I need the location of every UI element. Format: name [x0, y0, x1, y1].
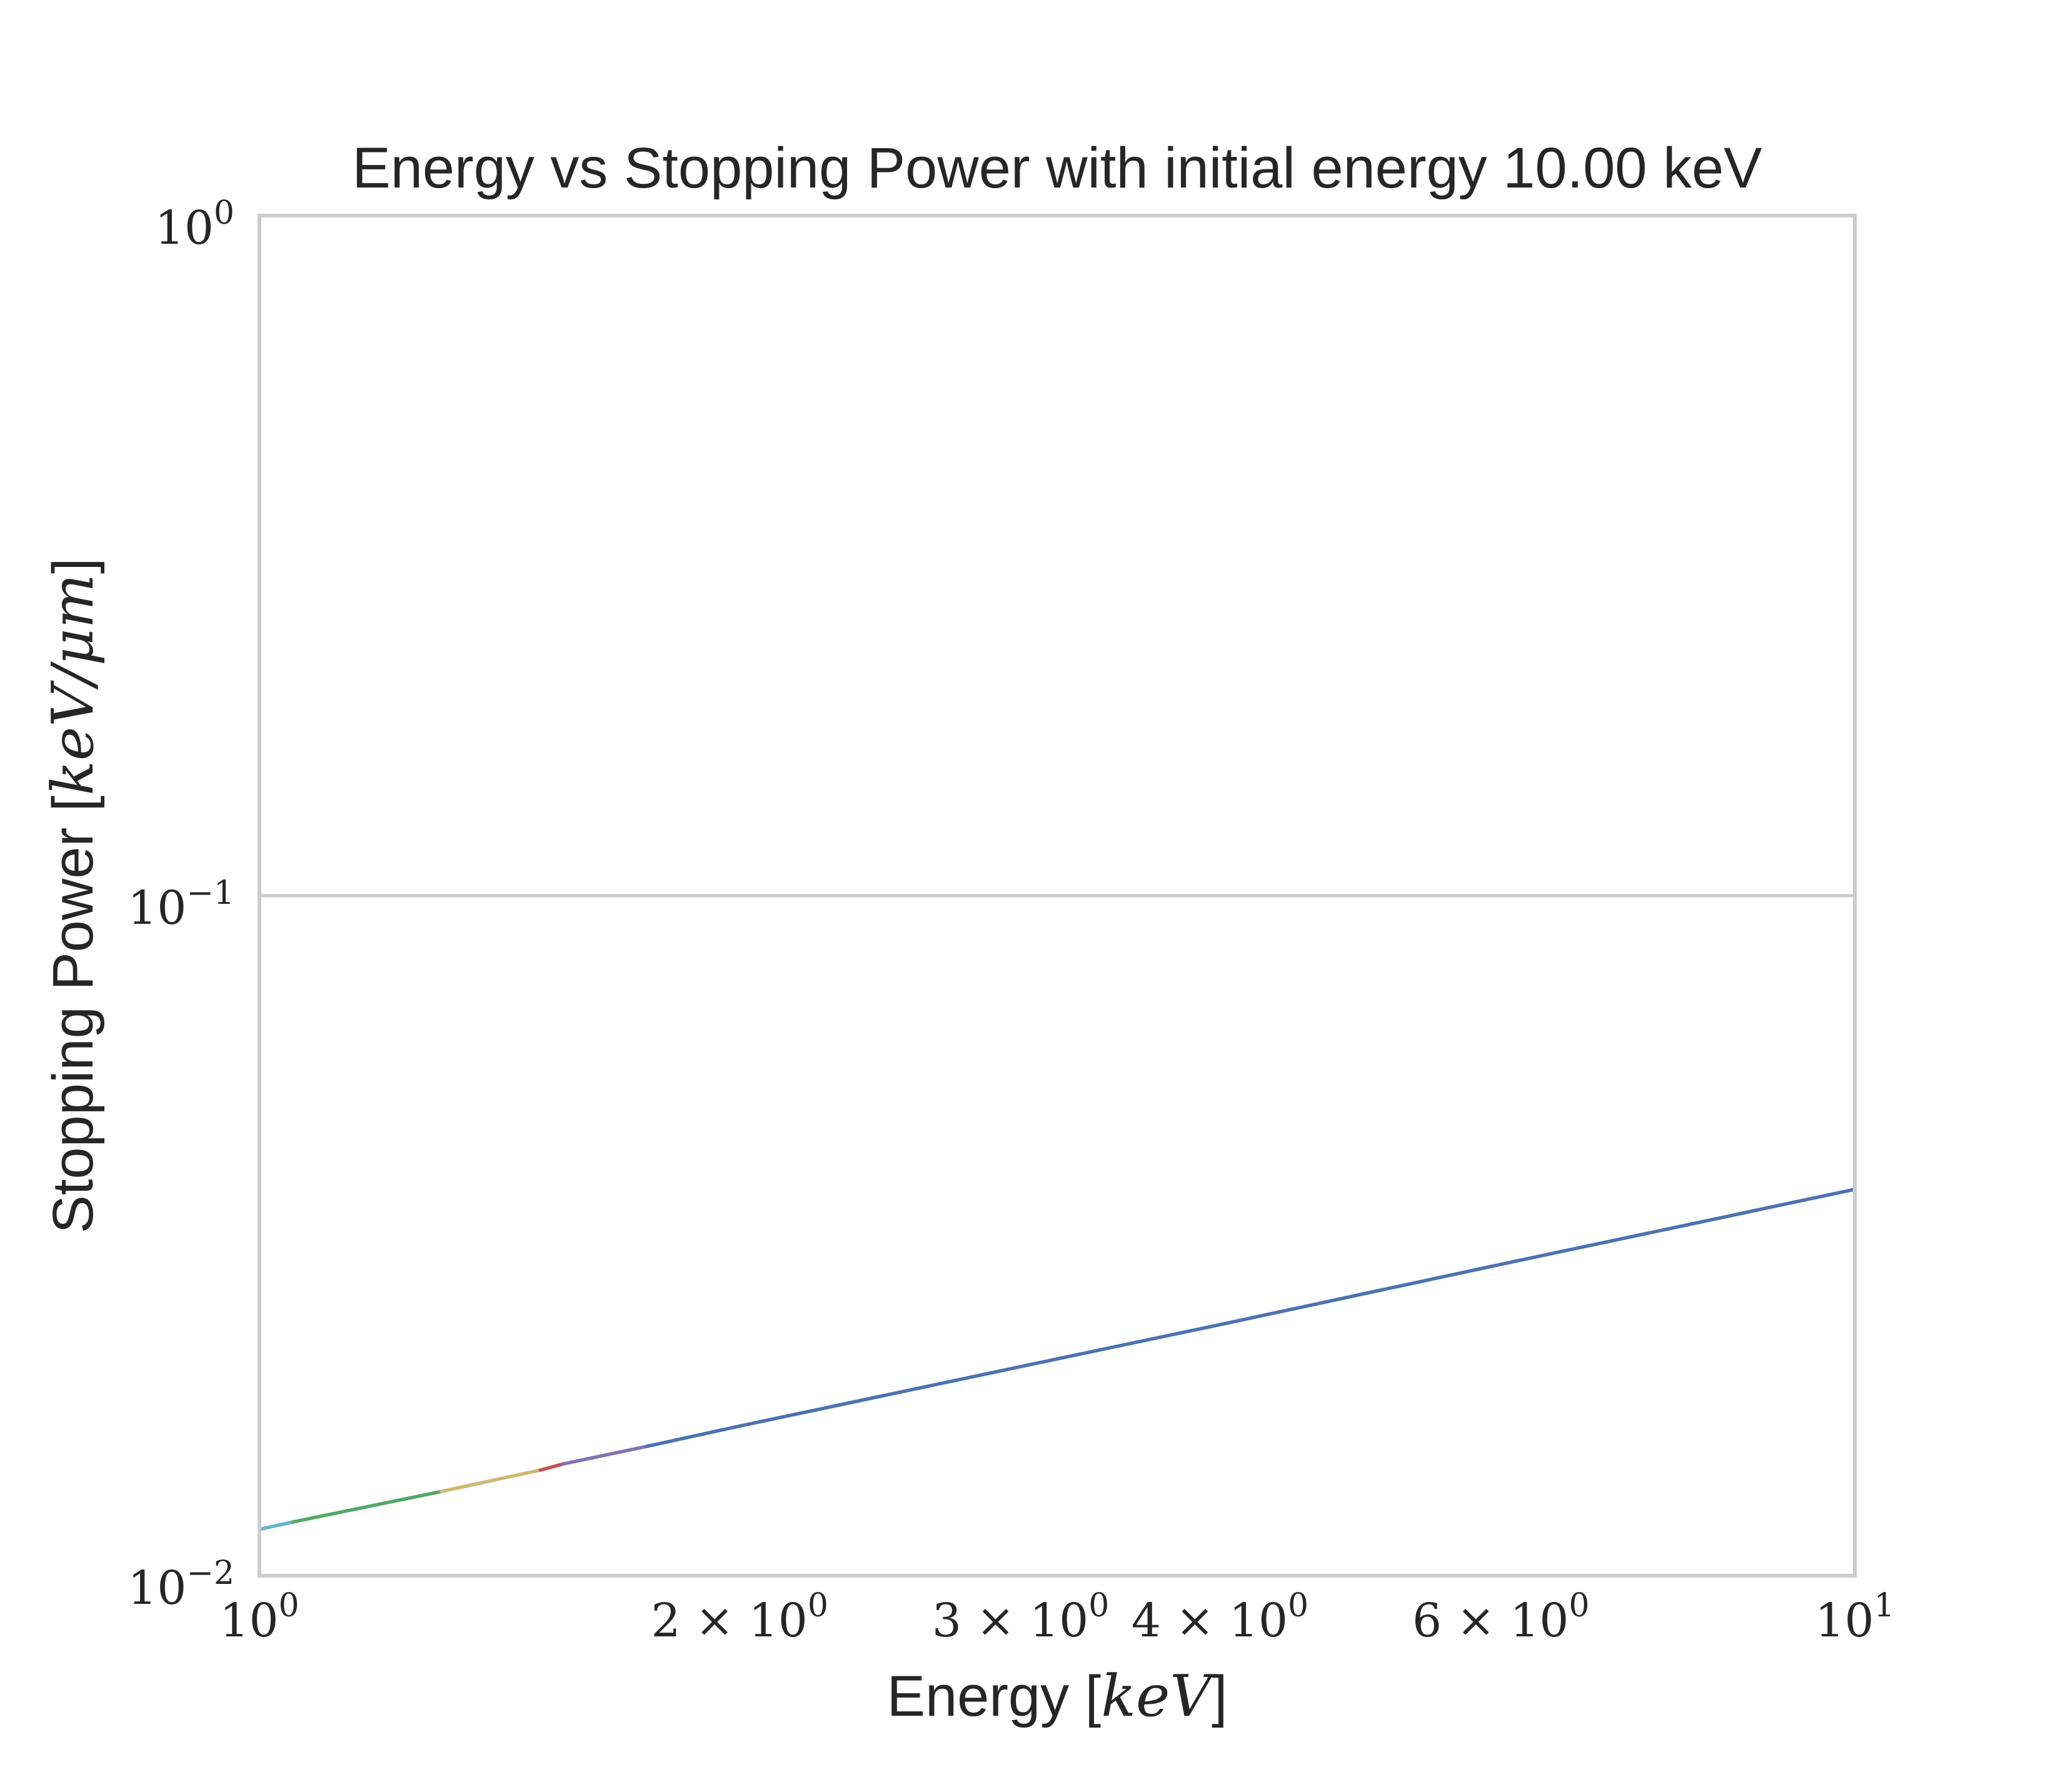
chart-title: Energy vs Stopping Power with initial en…	[352, 136, 1762, 200]
series-line	[645, 1188, 1857, 1448]
x-tick-label: 2 × 100	[651, 1587, 828, 1648]
y-axis-label: Stopping Power [keV/μm]	[39, 558, 106, 1234]
series-line	[258, 1520, 295, 1531]
y-tick-labels: 10−2 10−1 100	[128, 194, 234, 1615]
series-line	[538, 1462, 565, 1472]
x-tick-label: 6 × 100	[1412, 1587, 1589, 1648]
series-line	[439, 1468, 543, 1493]
x-tick-label: 101	[1815, 1587, 1894, 1648]
y-tick-label: 10−1	[128, 874, 234, 935]
series-line	[561, 1444, 649, 1466]
x-tick-labels: 100 2 × 100 3 × 100 4 × 100 6 × 100 101	[219, 1587, 1894, 1648]
y-tick-label: 10−2	[128, 1554, 234, 1615]
plot-frame	[258, 214, 1857, 1578]
series-layer	[258, 1188, 1857, 1531]
x-tick-label: 3 × 100	[932, 1587, 1109, 1648]
x-tick-label: 4 × 100	[1132, 1587, 1308, 1648]
series-line	[291, 1489, 443, 1524]
x-axis-label: Energy [keV]	[887, 1663, 1228, 1729]
y-tick-label: 100	[155, 194, 234, 255]
x-tick-label: 100	[219, 1587, 299, 1648]
